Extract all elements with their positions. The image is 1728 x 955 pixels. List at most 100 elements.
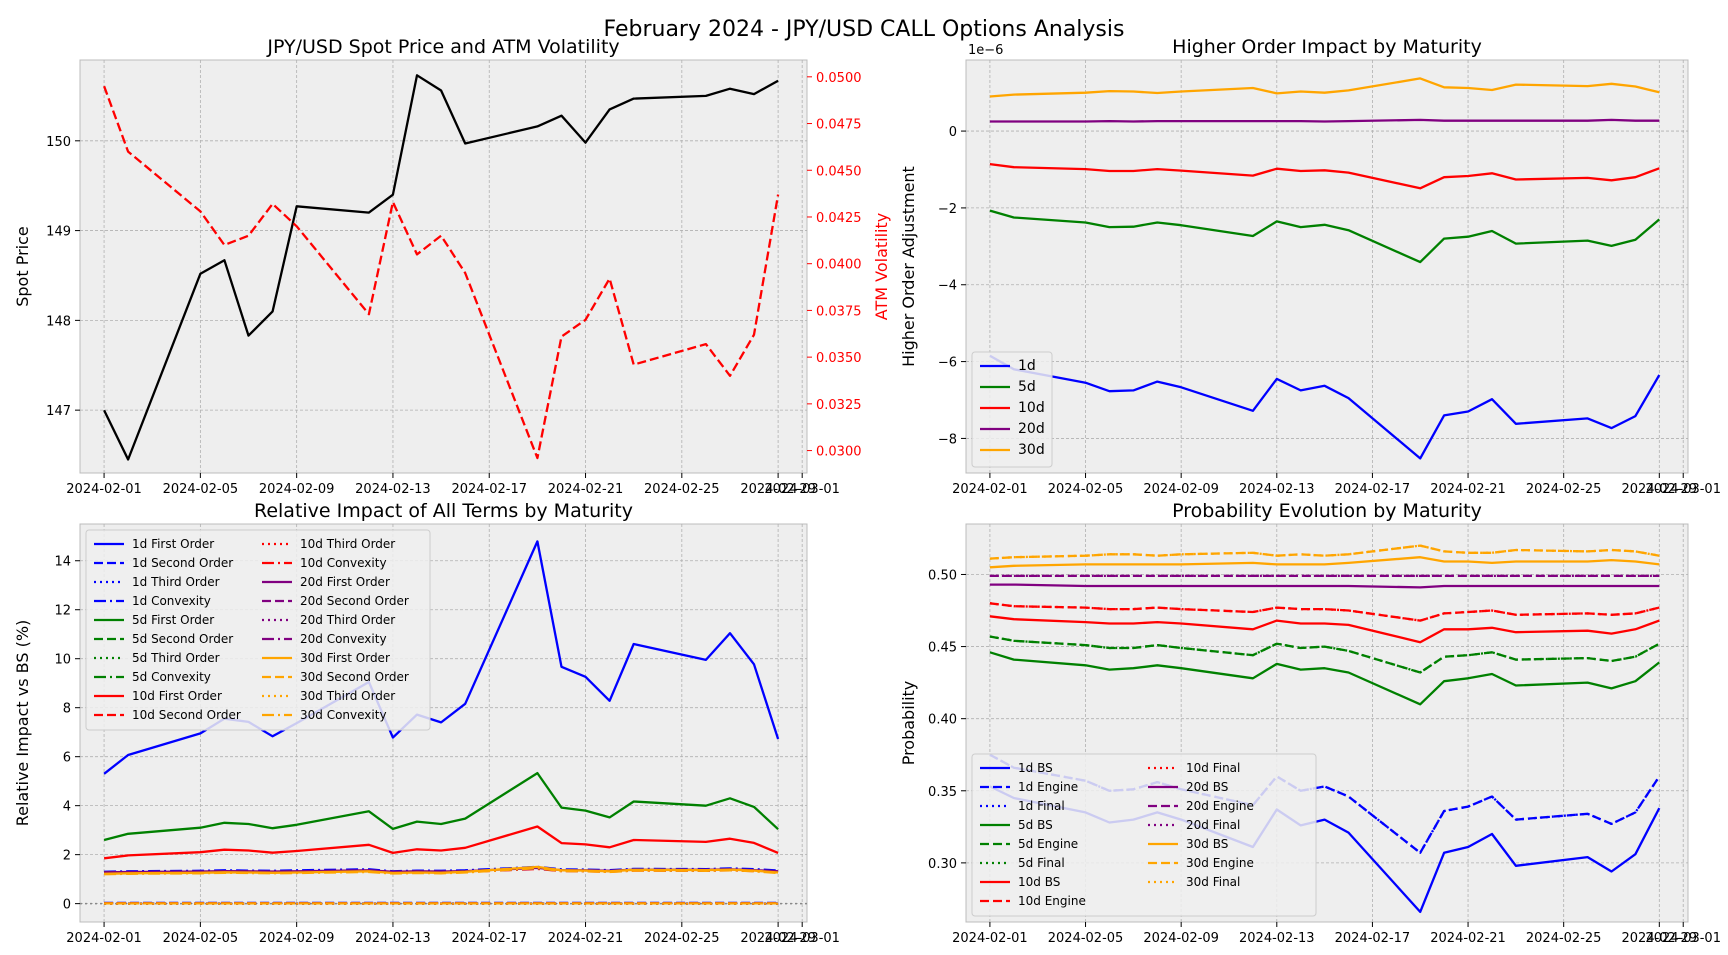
x-tick-label: 2024-02-25 [1526,482,1602,497]
plot-area [965,59,1689,474]
x-tick-label: 2024-02-21 [1430,931,1506,946]
x-tick-label: 2024-02-01 [952,482,1028,497]
x-tick-label: 2024-02-29 [740,482,816,497]
series-line-20d-bs [989,583,1660,589]
y-right-tick-label: 0.0300 [816,445,862,460]
x-tick-label: 2024-02-21 [548,482,624,497]
y-axis-label: Higher Order Adjustment [899,166,918,367]
x-tick-label: 2024-02-17 [451,482,527,497]
panel-4: 2024-02-01 2024-02-05 2024-02-09 2024-02-13… [899,500,1721,946]
chart-title: Relative Impact of All Terms by Maturity [254,500,633,522]
legend-label: 5d Convexity [132,670,211,684]
legend: 1d 5d 10d 20d 30d [971,351,1053,468]
y-tick-label: 0.30 [928,857,957,872]
y-tick-label: 0 [949,125,957,140]
legend-label: 1d Third Order [132,575,220,589]
y-tick-label: 148 [46,314,71,329]
legend-label: 20d BS [1186,780,1228,794]
legend-label: 1d First Order [132,537,214,551]
y-right-tick-label: 0.0475 [816,118,862,133]
x-tick-label: 2024-02-17 [1335,931,1411,946]
series-line-1d [989,354,1661,460]
panel-2: 2024-02-01 2024-02-05 2024-02-09 2024-02-13… [899,36,1721,497]
chart-title: JPY/USD Spot Price and ATM Volatility [266,36,619,58]
legend-label: 20d First Order [300,575,390,589]
y-tick-label: 10 [54,653,71,668]
series-line-5d-bs [989,651,1661,706]
y-tick-label: −6 [938,356,957,371]
y-right-tick-label: 0.0325 [816,398,862,413]
y-tick-label: 12 [54,604,71,619]
x-tick-label: 2024-02-29 [740,931,816,946]
x-tick-label: 2024-02-17 [1335,482,1411,497]
x-tick-label: 2024-02-01 [66,482,142,497]
x-tick-label: 2024-02-05 [163,931,239,946]
legend-label: 1d Second Order [132,556,233,570]
x-tick-label: 2024-02-05 [1048,931,1124,946]
series-line-spot [103,74,779,461]
y-tick-label: 150 [46,135,71,150]
legend-label: 20d [1018,421,1045,437]
legend-label: 30d First Order [300,651,390,665]
y-right-tick-label: 0.0400 [816,258,862,273]
legend-label: 20d Convexity [300,632,387,646]
legend-label: 20d Second Order [300,594,409,608]
series-line-vol [103,85,780,460]
legend-label: 30d Engine [1186,856,1254,870]
figure-title: February 2024 - JPY/USD CALL Options Ana… [604,17,1125,42]
series-line-10d-final [989,602,1660,622]
y-tick-label: 8 [63,702,71,717]
y-tick-label: 0.35 [928,785,957,800]
x-tick-label: 2024-03-01 [764,482,840,497]
legend-label: 30d BS [1186,837,1228,851]
legend-label: 5d BS [1018,818,1053,832]
legend-label: 5d Engine [1018,837,1078,851]
series-line-30d-final [989,544,1660,560]
x-tick-label: 2024-02-01 [66,931,142,946]
legend-label: 10d Engine [1018,894,1086,908]
legend-label: 1d Convexity [132,594,211,608]
x-tick-label: 2024-02-09 [259,482,335,497]
legend-label: 20d Engine [1186,799,1254,813]
legend-label: 10d Convexity [300,556,387,570]
y-axis-label: Probability [899,681,918,766]
y-right-tick-label: 0.0450 [816,164,862,179]
legend-label: 10d Third Order [300,537,395,551]
series-line-5d-first-order [103,771,779,842]
y-axis-label-right: ATM Volatility [872,213,891,320]
legend-label: 30d Final [1186,875,1240,889]
x-tick-label: 2024-02-17 [451,931,527,946]
x-tick-label: 2024-02-25 [1526,931,1602,946]
series-line-30d [989,77,1660,98]
legend-label: 1d [1018,358,1036,374]
legend-label: 10d BS [1018,875,1060,889]
y-right-tick-label: 0.0375 [816,304,862,319]
x-tick-label: 2024-02-13 [1239,931,1315,946]
x-tick-label: 2024-02-09 [1143,482,1219,497]
legend-label: 30d Second Order [300,670,409,684]
legend-label: 5d Final [1018,856,1065,870]
y-right-tick-label: 0.0425 [816,211,862,226]
y-tick-label: 0.40 [928,713,957,728]
x-tick-label: 2024-03-01 [1645,482,1721,497]
panel-3: 2024-02-01 2024-02-05 2024-02-09 2024-02-13… [13,500,840,946]
x-tick-label: 2024-02-25 [644,931,720,946]
y-tick-label: −2 [938,202,957,217]
legend-label: 10d Second Order [132,708,241,722]
y-axis-label: Relative Impact vs BS (%) [13,620,32,827]
legend-label: 10d Final [1186,761,1240,775]
legend-label: 20d Final [1186,818,1240,832]
y-tick-label: 4 [63,800,71,815]
series-line-30d-bs [989,556,1660,569]
legend: 1d BS 1d Engine 1d Final 5d BS 5d Engine 5d F… [971,753,1317,917]
chart-title: Probability Evolution by Maturity [1172,500,1482,522]
legend-label: 5d [1018,379,1036,395]
legend-box [971,753,1317,917]
y-right-tick-label: 0.0500 [816,71,862,86]
series-line-10d [989,162,1660,190]
series-line-5d [989,209,1661,264]
x-tick-label: 2024-02-29 [1622,931,1698,946]
series-line-5d-engine [989,635,1660,674]
series-line-20d [989,118,1660,123]
legend-label: 30d [1018,442,1045,458]
